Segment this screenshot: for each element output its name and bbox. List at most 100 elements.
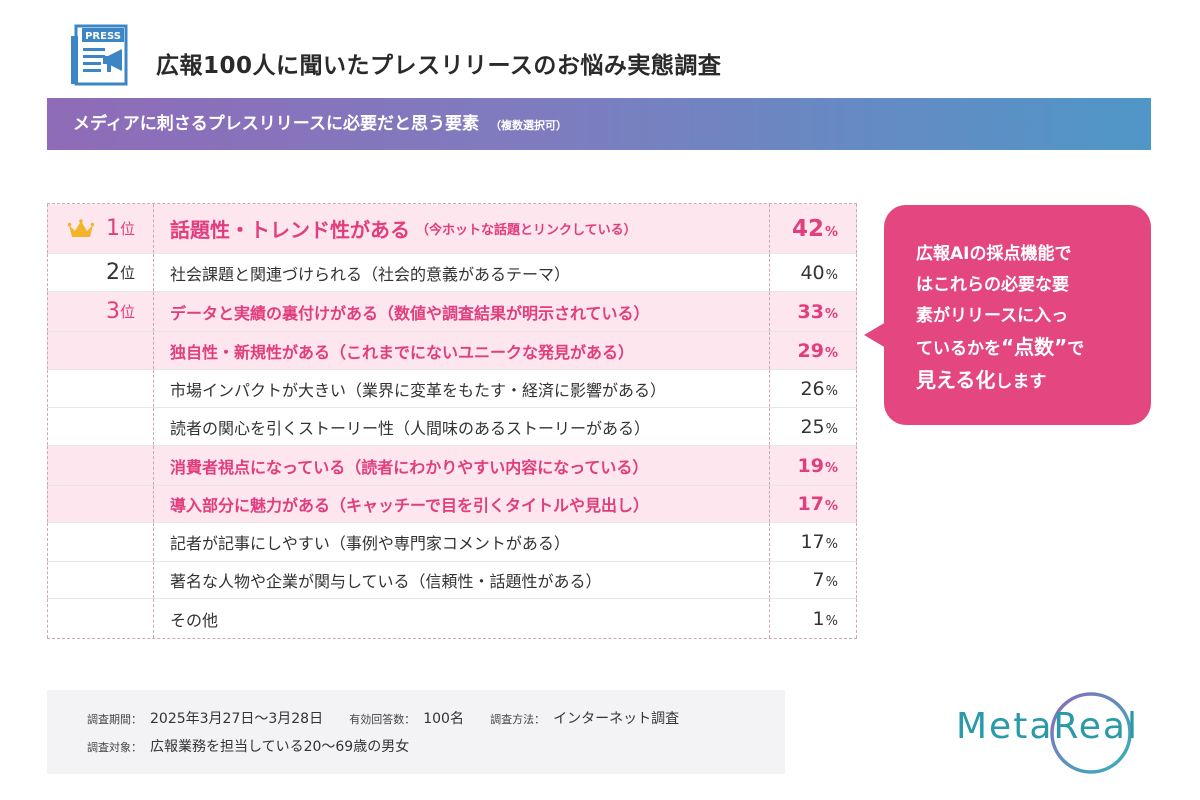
rank-unit: 位 [119,264,135,282]
subtitle-note: （複数選択可） [490,119,568,132]
label-cell: 社会課題と関連づけられる（社会的意義があるテーマ） [154,254,769,291]
survey-line: 調査期間： 2025年3月27日〜3月28日 有効回答数： 100名 調査方法： イン… [87,710,785,738]
row-label: 消費者視点になっている（読者にわかりやすい内容になっている） [170,457,649,477]
label-cell: 独自性・新規性がある（これまでにないユニークな発見がある） [154,332,769,369]
row-label: 導入部分に魅力がある（キャッチーで目を引くタイトルや見出し） [170,496,650,515]
table-row: 著名な人物や企業が関与している（信頼性・話題性がある） 7% [47,562,857,599]
subtitle-text: メディアに刺さるプレスリリースに必要だと思う要素 [73,114,479,134]
survey-info: 調査期間： 2025年3月27日〜3月28日 有効回答数： 100名 調査方法： イン… [47,690,785,774]
rank-number: 2 [105,260,120,285]
label-cell: 読者の関心を引くストーリー性（人間味のあるストーリーがある） [154,408,769,445]
label-cell: 導入部分に魅力がある（キャッチーで目を引くタイトルや見出し） [154,486,769,522]
survey-responses-value: 100名 [423,711,464,727]
callout-text: します [995,372,1047,392]
callout-bubble: 広報AIの採点機能で はこれらの必要な要 素がリリースに入っ ているかを“点数”… [884,205,1151,425]
value-cell: 40% [769,254,857,291]
callout-text: ているかを [916,339,1001,359]
percent-sign: % [824,224,838,240]
row-value: 7 [812,569,825,591]
percent-sign: % [824,306,838,322]
press-release-icon: PRESS [71,24,128,86]
rank-number: 1 [105,216,120,241]
value-cell: 1% [769,599,857,638]
percent-sign: % [825,267,838,283]
callout-emphasis: “点数” [1001,335,1068,359]
row-value: 33 [797,300,824,323]
percent-sign: % [825,575,838,590]
row-value: 29 [797,339,824,362]
table-row: 1 位話題性・トレンド性がある （今ホットな話題とリンクしている） 42% [47,204,857,254]
rank-cell [47,486,154,522]
press-badge-text: PRESS [85,31,121,42]
crown-icon [68,218,94,237]
percent-sign: % [824,460,838,476]
table-row: 消費者視点になっている（読者にわかりやすい内容になっている） 19% [47,446,857,486]
row-value: 17 [800,531,825,553]
callout-tail [864,322,886,348]
table-row: その他 1% [47,599,857,638]
callout-line: 素がリリースに入っ [916,306,1069,326]
row-value: 42 [791,215,824,242]
row-label: その他 [170,610,219,630]
page-title: 広報100人に聞いたプレスリリースのお悩み実態調査 [156,53,722,79]
value-cell: 42% [769,204,857,253]
table-row: 独自性・新規性がある（これまでにないユニークな発見がある） 29% [47,332,857,370]
row-label: 独自性・新規性がある（これまでにないユニークな発見がある） [170,342,635,362]
row-label: 著名な人物や企業が関与している（信頼性・話題性がある） [170,572,602,591]
label-cell: 著名な人物や企業が関与している（信頼性・話題性がある） [154,562,769,598]
table-row: 3 位データと実績の裏付けがある（数値や調査結果が明示されている） 33% [47,292,857,332]
row-label: 市場インパクトが大きい（業界に変革をもたす・経済に影響がある） [170,380,667,400]
rank-cell [47,408,154,445]
table-row: 読者の関心を引くストーリー性（人間味のあるストーリーがある） 25% [47,408,857,446]
value-cell: 17% [769,486,857,522]
table-row: 市場インパクトが大きい（業界に変革をもたす・経済に影響がある） 26% [47,370,857,408]
percent-sign: % [824,499,838,514]
logo-ring-icon [1050,692,1132,774]
rank-cell [47,599,154,638]
row-label: 記者が記事にしやすい（事例や専門家コメントがある） [170,534,570,553]
survey-target-value: 広報業務を担当している20〜69歳の男女 [150,739,410,755]
callout-emphasis: 見える化 [916,368,996,392]
percent-sign: % [825,421,838,437]
row-value: 17 [797,493,824,515]
header: PRESS 広報100人に聞いたプレスリリースのお悩み実態調査 [70,22,1150,92]
value-cell: 19% [769,446,857,485]
survey-period-label: 調査期間： [87,713,142,726]
percent-sign: % [825,383,838,399]
value-cell: 29% [769,332,857,369]
label-cell: 話題性・トレンド性がある （今ホットな話題とリンクしている） [154,204,769,253]
subtitle-bar: メディアに刺さるプレスリリースに必要だと思う要素 （複数選択可） [47,98,1151,150]
label-cell: その他 [154,599,769,638]
rank-cell [47,370,154,407]
row-label: データと実績の裏付けがある（数値や調査結果が明示されている） [170,303,650,323]
value-cell: 17% [769,523,857,561]
percent-sign: % [825,537,838,552]
table-row: 記者が記事にしやすい（事例や専門家コメントがある） 17% [47,523,857,562]
rank-cell [47,562,154,598]
survey-method-value: インターネット調査 [553,711,680,727]
callout-text: で [1067,339,1085,359]
value-cell: 33% [769,292,857,331]
row-value: 19 [797,454,824,477]
ranking-table: 1 位話題性・トレンド性がある （今ホットな話題とリンクしている） 42% 2 位社会課題… [47,203,857,639]
row-value: 25 [800,415,825,438]
label-cell: 消費者視点になっている（読者にわかりやすい内容になっている） [154,446,769,485]
percent-sign: % [825,613,838,629]
value-cell: 26% [769,370,857,407]
row-label: 話題性・トレンド性がある [170,218,410,242]
rank-cell [47,523,154,561]
percent-sign: % [824,345,838,361]
survey-method-label: 調査方法： [490,713,546,726]
rank-cell [47,446,154,485]
callout-line: はこれらの必要な要 [916,275,1069,295]
row-value: 26 [800,377,825,400]
label-cell: データと実績の裏付けがある（数値や調査結果が明示されている） [154,292,769,331]
rank-unit: 位 [119,303,135,321]
callout-line: ているかを“点数”で [916,332,1129,365]
logo-text: MetaReal [956,706,1139,747]
row-label: 社会課題と関連づけられる（社会的意義があるテーマ） [170,264,571,284]
survey-target-label: 調査対象： [87,741,142,754]
